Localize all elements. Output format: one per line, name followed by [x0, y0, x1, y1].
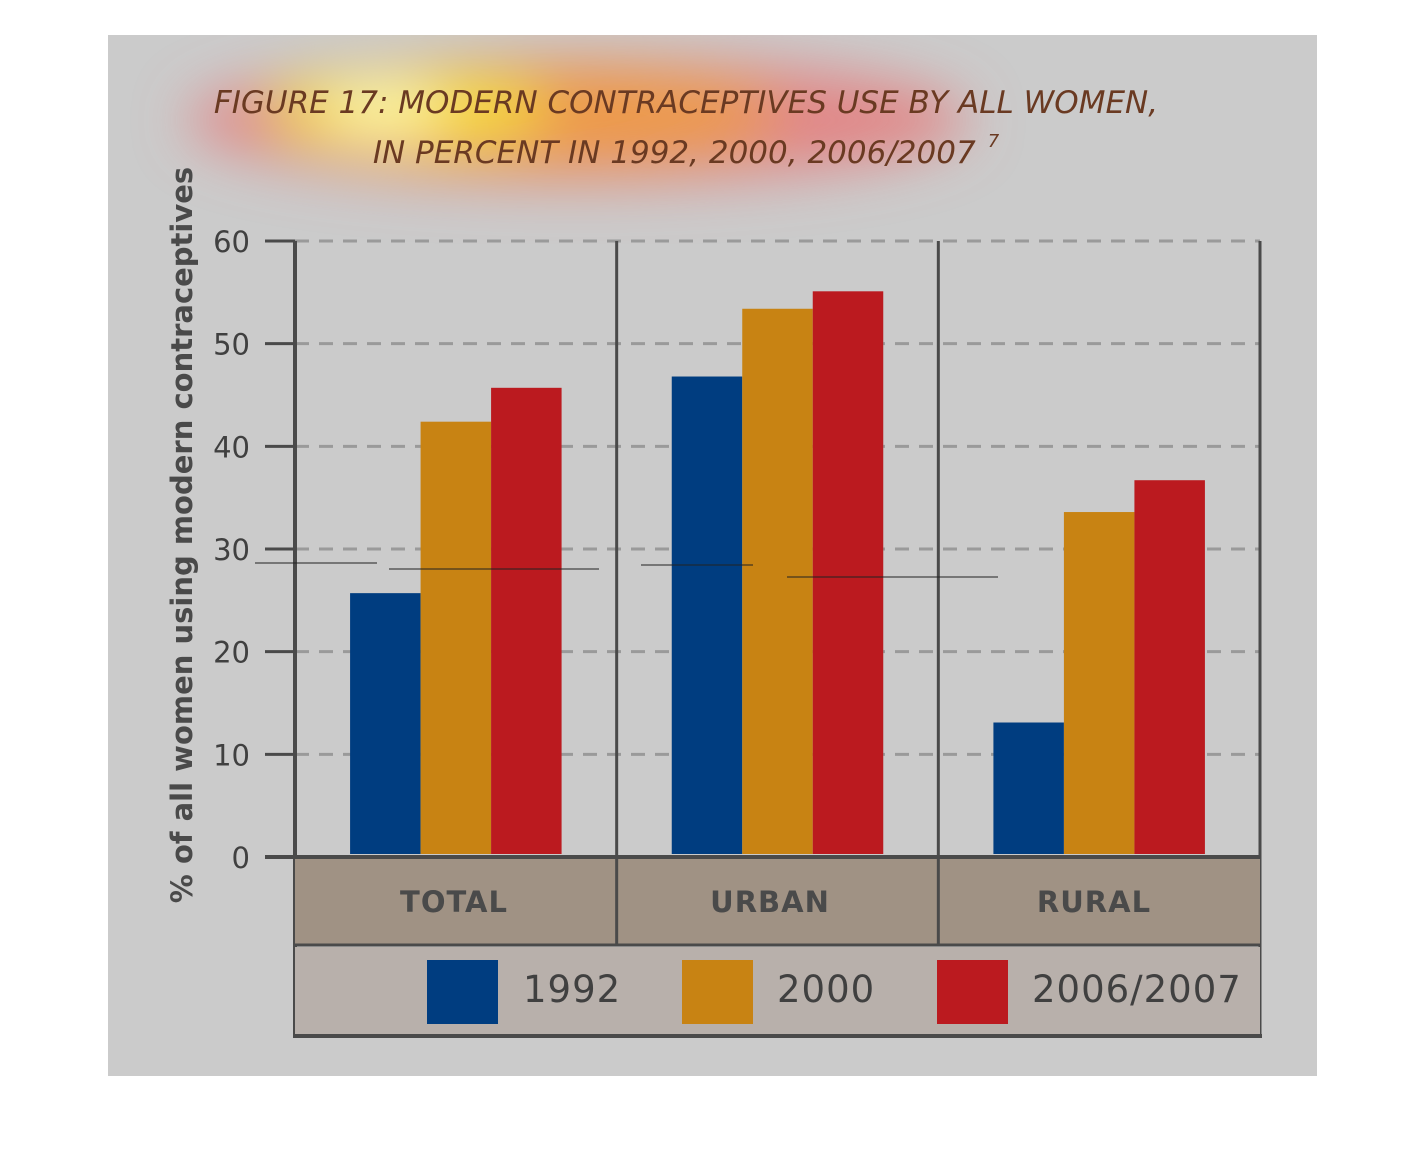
legend-swatch-2000 [682, 960, 753, 1024]
bar-total-2000 [420, 421, 492, 854]
bar-rural-2000 [1063, 512, 1135, 854]
chart-panel: FIGURE 17: MODERN CONTRACEPTIVES USE BY … [108, 35, 1317, 1076]
heatmap-overlay [188, 58, 968, 182]
legend-label-2000: 2000 [777, 968, 875, 1011]
bar-rural-1992 [993, 722, 1064, 854]
legend-label-2006-2007: 2006/2007 [1032, 968, 1242, 1011]
y-axis-ticks: 0 10 20 30 40 50 60 [213, 225, 295, 875]
y-tick-label: 40 [213, 430, 250, 464]
bar-rural-2006-2007 [1134, 480, 1205, 854]
bar-total-1992 [350, 593, 421, 854]
bar-urban-2000 [742, 308, 813, 854]
category-band: TOTAL URBAN RURAL [265, 855, 1260, 947]
legend-swatch-2006-2007 [937, 960, 1008, 1024]
legend-swatch-1992 [427, 960, 498, 1024]
y-tick-label: 60 [213, 225, 250, 259]
category-label-rural: RURAL [1037, 885, 1151, 919]
y-tick-label: 10 [213, 738, 250, 772]
category-label-urban: URBAN [710, 885, 830, 919]
legend: 1992 2000 2006/2007 [293, 947, 1262, 1038]
title-footnote: 7 [988, 131, 1000, 152]
y-tick-label: 0 [232, 841, 250, 875]
bar-chart: FIGURE 17: MODERN CONTRACEPTIVES USE BY … [165, 58, 1262, 1038]
bars [350, 291, 1205, 855]
category-label-total: TOTAL [400, 885, 508, 919]
bar-total-2006-2007 [491, 387, 562, 854]
artifact-lines [255, 562, 998, 578]
y-tick-label: 30 [213, 533, 250, 567]
y-tick-label: 20 [213, 636, 250, 670]
category-band-bg [295, 857, 1260, 945]
chart-subtitle-text: IN PERCENT IN 1992, 2000, 2006/2007 [373, 135, 976, 171]
y-axis-label: % of all women using modern contraceptiv… [165, 167, 199, 903]
chart-subtitle: IN PERCENT IN 1992, 2000, 2006/2007 7 [373, 131, 1000, 171]
bar-urban-1992 [671, 376, 743, 854]
y-tick-label: 50 [213, 328, 250, 362]
legend-label-1992: 1992 [523, 968, 621, 1011]
chart-title: FIGURE 17: MODERN CONTRACEPTIVES USE BY … [214, 85, 1158, 121]
bar-urban-2006-2007 [812, 291, 884, 855]
